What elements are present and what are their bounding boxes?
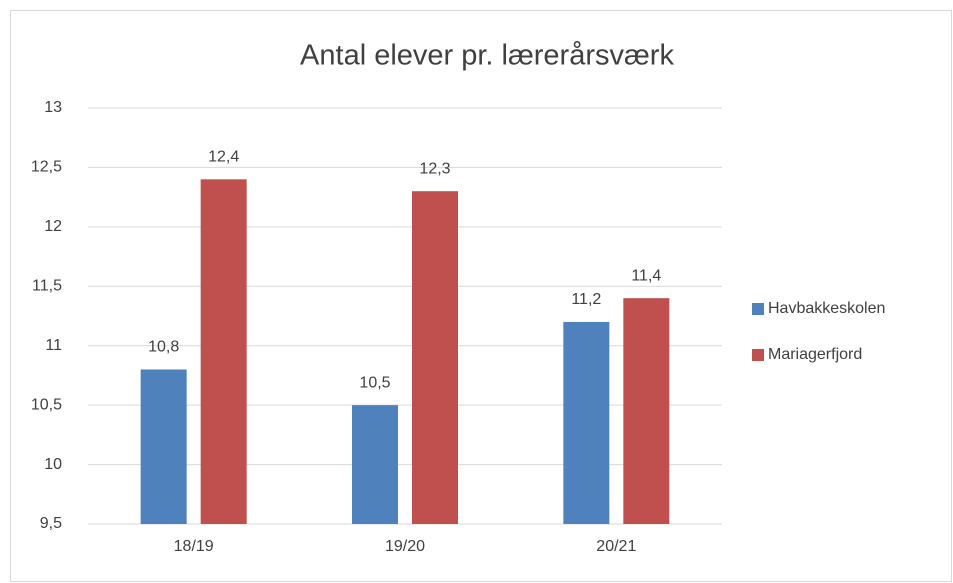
- bar: [140, 369, 187, 524]
- legend-label: Havbakkeskolen: [768, 300, 885, 317]
- legend-label: Mariagerfjord: [768, 346, 862, 363]
- y-tick-label: 10: [44, 456, 62, 473]
- bar: [623, 298, 670, 524]
- bar: [352, 405, 398, 524]
- value-label: 11,4: [631, 267, 661, 284]
- value-label: 10,5: [359, 374, 390, 391]
- y-tick-label: 9,5: [40, 515, 62, 532]
- bar: [412, 191, 458, 524]
- y-tick-label: 12,5: [31, 159, 62, 176]
- chart-title: Antal elever pr. lærerårsværk: [300, 40, 674, 72]
- y-tick-label: 11: [45, 337, 62, 354]
- y-tick-label: 11,5: [32, 278, 62, 295]
- bar: [200, 179, 247, 525]
- y-tick-label: 12: [44, 218, 62, 235]
- y-tick-label: 13: [44, 99, 62, 116]
- value-label: 12,4: [208, 149, 239, 166]
- y-tick-label: 10,5: [31, 396, 62, 413]
- x-tick-label: 19/20: [385, 538, 425, 555]
- x-tick-label: 18/19: [174, 538, 214, 555]
- x-tick-label: 20/21: [596, 538, 636, 555]
- value-label: 10,8: [148, 339, 179, 356]
- legend-swatch: [752, 303, 764, 315]
- legend-swatch: [752, 349, 764, 361]
- value-label: 11,2: [571, 291, 601, 308]
- bar: [563, 321, 610, 524]
- value-label: 12,3: [419, 160, 450, 177]
